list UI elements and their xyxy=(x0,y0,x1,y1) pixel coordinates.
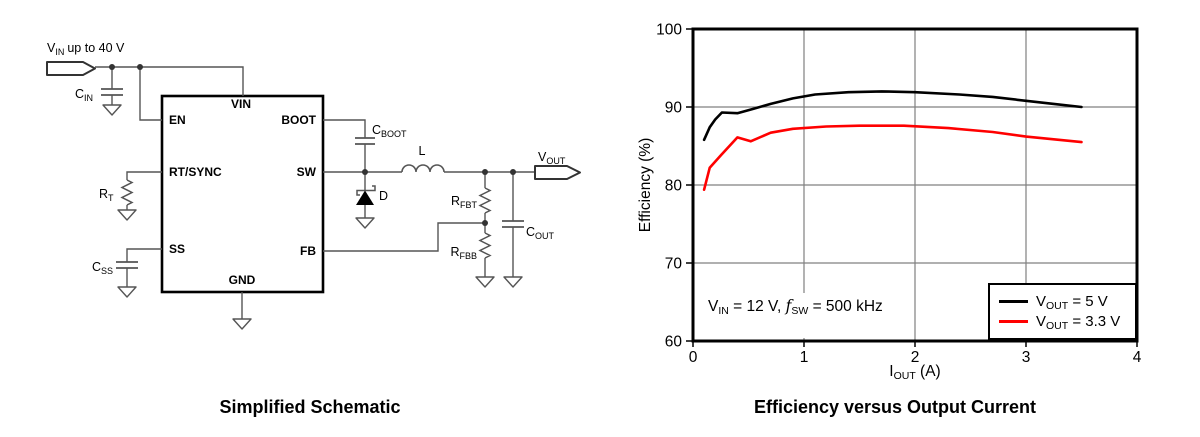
pin-fb: FB xyxy=(300,244,316,258)
y-tick-label: 60 xyxy=(665,334,683,351)
junction-dot xyxy=(109,64,115,70)
cboot-label: CBOOT xyxy=(372,123,407,139)
resistor-rfbt-symbol xyxy=(478,187,492,214)
x-tick-label: 0 xyxy=(689,349,698,366)
pin-boot: BOOT xyxy=(281,113,316,127)
ground-icon xyxy=(355,217,375,229)
y-tick-label: 90 xyxy=(665,100,683,117)
rt-label: RT xyxy=(99,187,114,203)
css-label: CSS xyxy=(92,260,113,276)
ground-icon xyxy=(117,209,137,221)
x-tick-label: 2 xyxy=(911,349,920,366)
x-label-subscript: OUT xyxy=(893,370,916,382)
vout-output-flag xyxy=(534,165,581,180)
legend-label: VOUT = 5 V xyxy=(1036,293,1108,312)
diode-cathode-bar xyxy=(356,185,376,196)
junction-dot xyxy=(510,169,516,175)
inductor-label: L xyxy=(419,144,426,158)
resistor-rfbb-symbol xyxy=(478,232,492,259)
legend-entry-5v: VOUT = 5 V xyxy=(999,293,1135,312)
rfbt-label: RFBT xyxy=(451,194,478,210)
diode-label: D xyxy=(379,189,388,203)
pin-ss: SS xyxy=(169,242,185,256)
legend-text: V xyxy=(1036,293,1047,310)
schematic-caption: Simplified Schematic xyxy=(219,397,401,417)
legend-text: = 5 V xyxy=(1068,293,1108,310)
x-label-unit: (A) xyxy=(915,363,941,380)
chart-x-axis-label: IOUT (A) xyxy=(630,363,1200,381)
schematic-diagram: VIN up to 40 V CIN RT CSS CBOOT L D RFBT … xyxy=(46,41,581,330)
annotation-fsw-symbol: f xyxy=(785,297,792,315)
pin-vin: VIN xyxy=(231,97,251,111)
annotation-text: = 500 kHz xyxy=(808,298,883,315)
annotation-sub: IN xyxy=(718,305,729,317)
wire-net xyxy=(95,66,535,319)
legend-line-sample-red xyxy=(999,320,1028,323)
series-line-vout-5-v xyxy=(702,90,1083,142)
y-tick-label: 100 xyxy=(656,22,682,39)
ground-icon xyxy=(102,104,122,116)
vin-source-label: VIN up to 40 V xyxy=(47,41,125,57)
chart-y-axis-label: Efficiency (%) xyxy=(637,137,654,233)
junction-dot xyxy=(482,169,488,175)
junction-dot xyxy=(362,169,368,175)
chart-caption: Efficiency versus Output Current xyxy=(753,397,1037,417)
pin-gnd: GND xyxy=(229,273,256,287)
legend-text: = 3.3 V xyxy=(1068,313,1121,330)
ground-icon xyxy=(503,276,523,288)
x-tick-label: 4 xyxy=(1133,349,1142,366)
y-tick-label: 70 xyxy=(665,256,683,273)
legend-line-sample-black xyxy=(999,300,1028,303)
rfbb-label: RFBB xyxy=(450,245,477,261)
capacitor-plates xyxy=(101,88,524,269)
resistor-rt-symbol xyxy=(120,179,134,206)
pin-en: EN xyxy=(169,113,186,127)
legend-text: V xyxy=(1036,313,1047,330)
x-tick-label: 3 xyxy=(1022,349,1031,366)
legend-sub: OUT xyxy=(1046,320,1069,332)
vin-input-flag xyxy=(46,61,96,76)
x-label-symbol: I xyxy=(889,363,894,380)
ground-icon xyxy=(232,318,252,330)
y-tick-label: 80 xyxy=(665,178,683,195)
inductor-symbol xyxy=(401,164,445,173)
legend-label: VOUT = 3.3 V xyxy=(1036,313,1121,332)
pin-rtsync: RT/SYNC xyxy=(169,165,222,179)
annotation-text: = 12 V, xyxy=(728,298,786,315)
chart-annotation: VIN = 12 V, fSW = 500 kHz xyxy=(702,293,889,338)
chart-legend: VOUT = 5 V VOUT = 3.3 V xyxy=(988,283,1137,340)
vout-label: VOUT xyxy=(538,150,566,166)
annotation-sub: SW xyxy=(791,305,809,317)
cout-label: COUT xyxy=(526,225,555,241)
ground-icon xyxy=(117,286,137,298)
ic-body xyxy=(160,94,325,294)
annotation-text: V xyxy=(708,298,719,315)
x-tick-label: 1 xyxy=(800,349,809,366)
pin-sw: SW xyxy=(297,165,317,179)
cin-label: CIN xyxy=(75,87,93,103)
diode-symbol xyxy=(356,190,374,205)
series-line-vout-3-3-v xyxy=(702,124,1083,191)
ground-icon xyxy=(475,276,495,288)
legend-entry-3v3: VOUT = 3.3 V xyxy=(999,313,1135,332)
junction-dot xyxy=(482,220,488,226)
junction-dot xyxy=(137,64,143,70)
legend-sub: OUT xyxy=(1046,300,1069,312)
